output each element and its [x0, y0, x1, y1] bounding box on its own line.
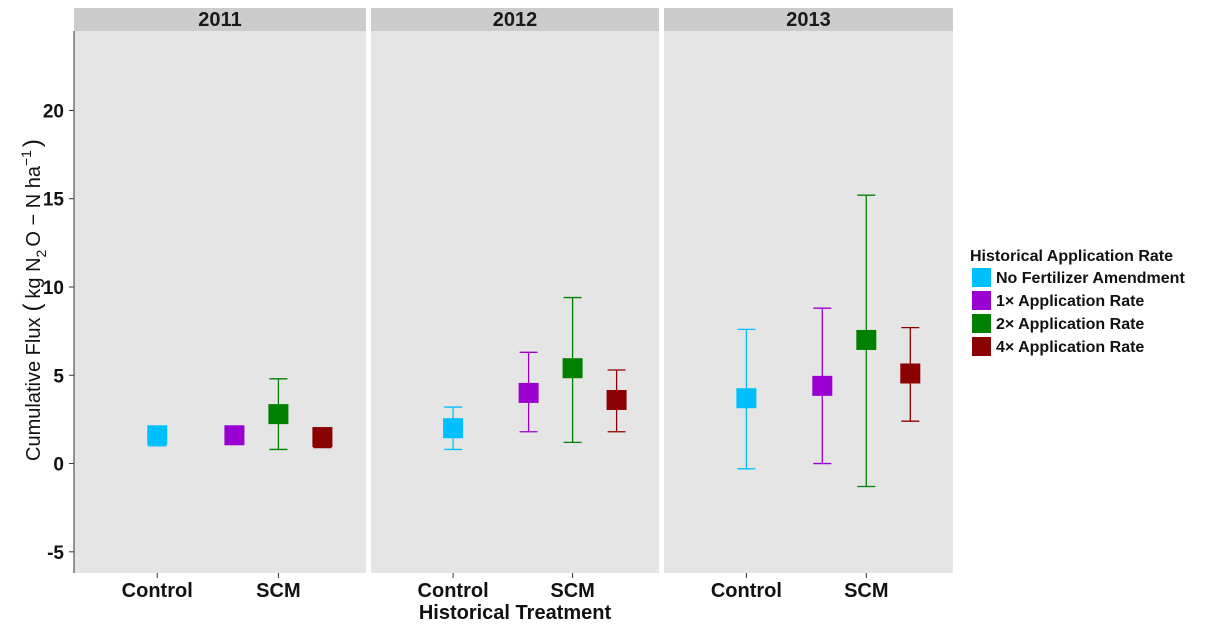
panel-background-2011 — [74, 31, 366, 573]
y-axis: -5 0 5 10 15 20 — [43, 31, 75, 573]
x-axis: Control SCM Control SCM Control SCM — [122, 573, 889, 602]
legend-title: Historical Application Rate — [970, 248, 1173, 265]
panel-background-2012 — [371, 31, 659, 573]
strip-label-2011: 2011 — [198, 9, 241, 31]
y-axis-title-open: ( — [19, 304, 46, 312]
strip-background-2011 — [74, 8, 366, 31]
y-axis-title-kg: kg N — [23, 257, 45, 298]
y-tick-label-10: 10 — [43, 278, 64, 299]
x-tick-label-2012-Control: Control — [418, 580, 489, 602]
y-axis-title: Cumulative Flux ( kg N2 O − N ha−1) — [18, 139, 49, 461]
legend-key-4 — [972, 337, 991, 356]
x-tick-label-2013-Control: Control — [711, 580, 782, 602]
legend-label-2: 1× Application Rate — [996, 293, 1144, 310]
x-tick-label-2011-SCM: SCM — [256, 580, 300, 602]
strip-background-2013 — [664, 8, 953, 31]
x-tick-label-2013-SCM: SCM — [844, 580, 888, 602]
point-2-application-rate-2013 — [856, 329, 877, 350]
strip-background-2012 — [371, 8, 659, 31]
panel-background-2013 — [664, 31, 953, 573]
point-no-fertilizer-amendment-2012 — [443, 418, 464, 439]
point-2-application-rate-2012 — [562, 358, 583, 379]
y-axis-title-sub: 2 — [33, 249, 49, 257]
point-1-application-rate-2013 — [812, 375, 833, 396]
strip-label-2012: 2012 — [493, 9, 538, 31]
x-tick-label-2011-Control: Control — [122, 580, 193, 602]
point-4-application-rate-2011 — [312, 427, 333, 448]
legend-key-3 — [972, 314, 991, 333]
point-no-fertilizer-amendment-2013 — [736, 388, 757, 409]
y-axis-title-prefix: Cumulative Flux — [23, 318, 45, 461]
point-1-application-rate-2011 — [224, 425, 245, 446]
point-1-application-rate-2012 — [518, 382, 539, 403]
y-axis-title-sup: −1 — [18, 150, 34, 166]
y-axis-title-close: ) — [19, 139, 46, 147]
legend-label-1: No Fertilizer Amendment — [996, 270, 1185, 287]
data-marks — [147, 194, 921, 488]
y-tick-label--5: -5 — [47, 543, 64, 564]
point-no-fertilizer-amendment-2011 — [147, 425, 168, 446]
y-tick-label-15: 15 — [43, 190, 65, 211]
point-4-application-rate-2013 — [900, 363, 921, 384]
x-axis-title: Historical Treatment — [419, 602, 612, 624]
point-4-application-rate-2012 — [606, 389, 627, 410]
legend-label-4: 4× Application Rate — [996, 339, 1144, 356]
y-tick-label-0: 0 — [53, 455, 64, 476]
legend: Historical Application Rate No Fertilize… — [970, 248, 1185, 356]
legend-key-1 — [972, 268, 991, 287]
x-tick-label-2012-SCM: SCM — [550, 580, 594, 602]
legend-label-3: 2× Application Rate — [996, 316, 1144, 333]
legend-key-2 — [972, 291, 991, 310]
facet-strips: 2011 2012 2013 — [74, 8, 953, 31]
y-axis-title-mid: O − N ha — [23, 165, 45, 246]
strip-label-2013: 2013 — [786, 9, 831, 31]
y-tick-label-5: 5 — [53, 366, 64, 387]
y-tick-label-20: 20 — [43, 101, 64, 122]
facet-panels — [74, 31, 953, 573]
legend-items: No Fertilizer Amendment 1× Application Ra… — [972, 268, 1185, 356]
point-2-application-rate-2011 — [268, 404, 289, 425]
